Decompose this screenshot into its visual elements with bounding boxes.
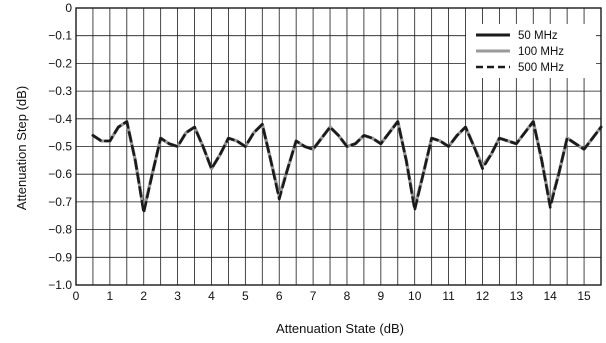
y-tick-label: −0.7 xyxy=(48,195,72,209)
x-tick-label: 9 xyxy=(377,289,384,303)
x-tick-label: 6 xyxy=(276,289,283,303)
y-tick-label: −0.4 xyxy=(48,112,72,126)
series-line-500-mhz xyxy=(91,120,603,215)
x-tick-label: 10 xyxy=(408,289,422,303)
y-tick-label: −0.6 xyxy=(48,167,72,181)
x-axis-title: Attenuation State (dB) xyxy=(276,321,404,336)
y-axis-title: Attenuation Step (dB) xyxy=(14,86,29,210)
plot-border xyxy=(75,7,602,286)
x-tick-label: 12 xyxy=(476,289,490,303)
y-tick-label: −0.5 xyxy=(48,140,72,154)
y-tick-label: −0.3 xyxy=(48,84,72,98)
y-tick-label: −0.9 xyxy=(48,250,72,264)
x-tick-label: 8 xyxy=(344,289,351,303)
x-tick-label: 14 xyxy=(544,289,558,303)
x-tick-label: 5 xyxy=(242,289,249,303)
y-tick-label: −0.2 xyxy=(48,56,72,70)
legend: 50 MHz 100 MHz 500 MHz xyxy=(466,24,596,78)
legend-label: 100 MHz xyxy=(518,46,564,58)
x-tick-label: 7 xyxy=(310,289,317,303)
tick-labels: 0 1 2 3 4 5 6 7 8 9 10 11 12 13 14 150−0.1−0.2−0.3−0.4−… xyxy=(48,1,591,303)
plot-frame xyxy=(75,7,602,286)
legend-label: 500 MHz xyxy=(518,62,564,74)
legend-label: 50 MHz xyxy=(518,30,558,42)
y-tick-label: −0.1 xyxy=(48,29,72,43)
x-tick-label: 13 xyxy=(510,289,524,303)
x-tick-label: 11 xyxy=(442,289,455,303)
series-lines xyxy=(91,120,603,215)
x-tick-label: 4 xyxy=(208,289,215,303)
y-tick-label: −1.0 xyxy=(48,278,72,292)
x-tick-label: 0 xyxy=(73,289,80,303)
y-tick-label: −0.8 xyxy=(48,223,72,237)
x-tick-label: 2 xyxy=(140,289,147,303)
y-tick-label: 0 xyxy=(65,1,72,15)
x-tick-label: 3 xyxy=(174,289,181,303)
x-tick-label: 15 xyxy=(577,289,591,303)
x-tick-label: 1 xyxy=(107,289,114,303)
